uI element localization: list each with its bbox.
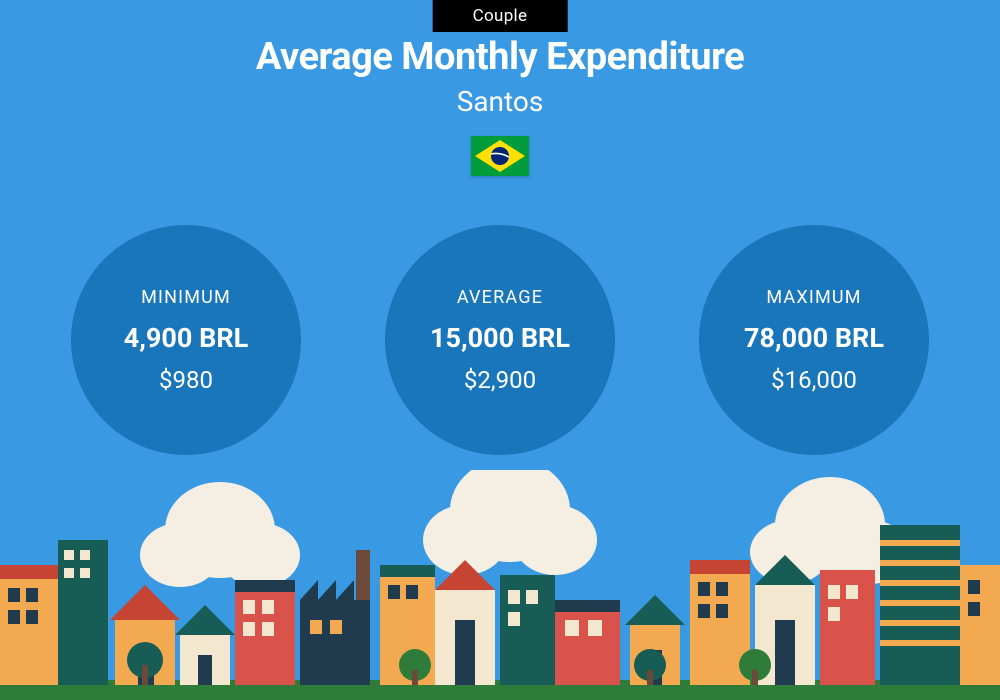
stat-average: AVERAGE 15,000 BRL $2,900 <box>385 225 615 455</box>
stat-label: AVERAGE <box>457 287 543 308</box>
stat-usd: $980 <box>159 366 213 394</box>
header: Average Monthly Expenditure Santos <box>0 35 1000 176</box>
stat-label: MINIMUM <box>141 287 231 308</box>
stat-label: MAXIMUM <box>766 287 861 308</box>
page-title: Average Monthly Expenditure <box>0 35 1000 79</box>
tab-couple[interactable]: Couple <box>433 0 568 32</box>
stat-maximum: MAXIMUM 78,000 BRL $16,000 <box>699 225 929 455</box>
brazil-flag-icon <box>471 136 529 176</box>
stat-usd: $2,900 <box>464 366 536 394</box>
stats-row: MINIMUM 4,900 BRL $980 AVERAGE 15,000 BR… <box>0 225 1000 455</box>
stat-amount: 78,000 BRL <box>744 322 884 354</box>
city-name: Santos <box>0 85 1000 118</box>
cityscape-illustration <box>0 470 1000 700</box>
tab-bar: Couple <box>433 0 568 32</box>
stat-usd: $16,000 <box>771 366 857 394</box>
stat-amount: 15,000 BRL <box>430 322 570 354</box>
stat-minimum: MINIMUM 4,900 BRL $980 <box>71 225 301 455</box>
stat-amount: 4,900 BRL <box>124 322 248 354</box>
